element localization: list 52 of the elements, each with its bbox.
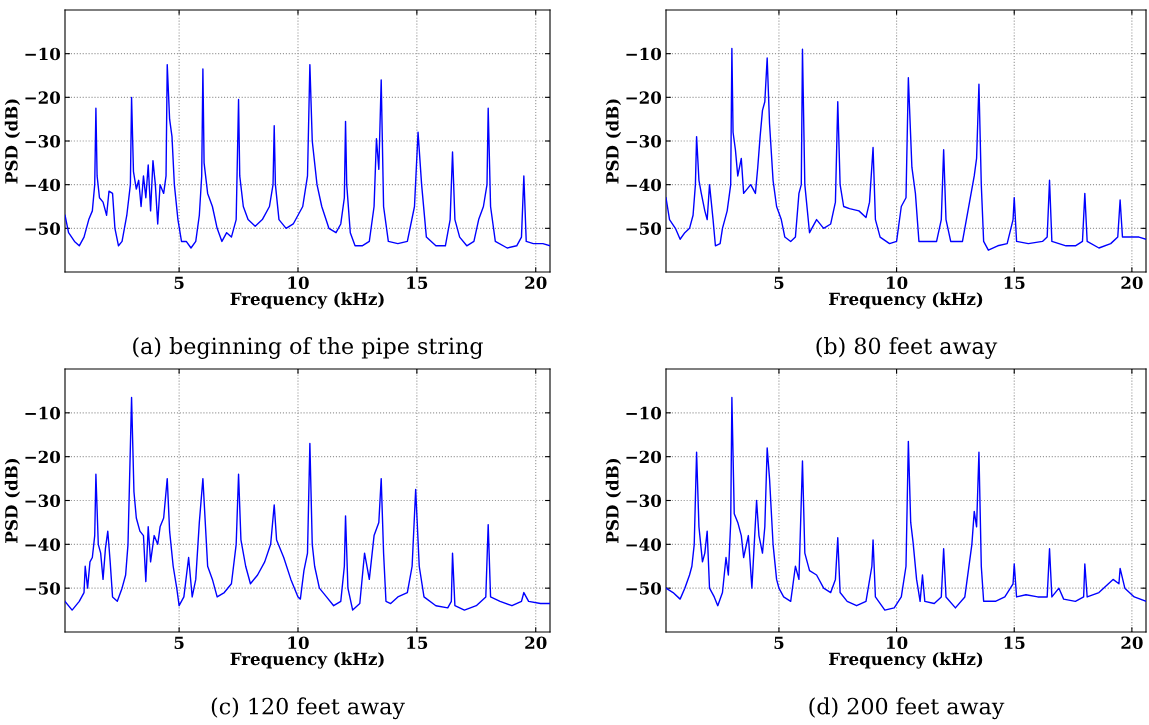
y-tick-label: −10 [626,406,662,420]
line-series [65,396,550,611]
y-tick-label: −40 [25,178,61,192]
x-axis-title: Frequency (kHz) [828,292,983,309]
y-tick-label: −50 [626,582,662,595]
x-tick-label: 5 [774,276,784,290]
y-tick-label: −30 [25,494,61,508]
line-series [666,47,1146,251]
x-tick-label: 10 [887,276,908,290]
line-series [666,396,1146,611]
x-tick-label: 15 [407,636,428,650]
x-tick-label: 15 [1004,276,1025,290]
y-axis-title: PSD (dB) [605,99,622,184]
x-tick-label: 5 [174,636,184,650]
y-tick-label: −50 [25,582,61,595]
y-tick-label: −50 [626,222,662,235]
y-tick-label: −30 [626,134,662,148]
y-tick-label: −30 [25,134,61,148]
y-tick-label: −20 [25,91,61,104]
text: (a) beginning of the pipe string [133,337,483,359]
x-axis-title: Frequency (kHz) [230,652,384,669]
x-tick-label: 15 [1004,636,1025,650]
y-tick-label: −40 [25,538,61,551]
x-tick-label: 20 [1121,276,1143,290]
y-tick-label: −40 [626,538,662,551]
x-axis-title: Frequency (kHz) [828,652,983,669]
text: (b) 80 feet away [816,337,998,359]
x-tick-label: 5 [174,276,184,290]
y-tick-label: −50 [25,222,61,235]
text: (c) 120 feet away [211,697,405,720]
y-tick-label: −20 [626,91,662,104]
y-tick-label: −40 [626,178,662,192]
y-tick-label: −10 [25,47,61,61]
x-tick-label: 10 [887,636,908,650]
x-tick-label: 20 [525,276,547,290]
y-axis-title: PSD (dB) [605,458,622,543]
y-tick-label: −10 [626,47,662,61]
x-tick-label: 10 [288,636,309,650]
y-tick-label: −20 [25,450,61,464]
x-tick-label: 15 [407,276,428,290]
y-tick-label: −10 [25,406,61,420]
x-tick-label: 10 [288,276,309,290]
y-axis-title: PSD (dB) [4,458,21,543]
text: (d) 200 feet away [809,697,1005,720]
x-tick-label: 20 [1121,636,1143,650]
x-tick-label: 5 [774,636,784,650]
x-tick-label: 20 [525,636,547,650]
y-tick-label: −20 [626,450,662,464]
y-axis-title: PSD (dB) [4,99,21,184]
y-tick-label: −30 [626,494,662,508]
line-series [65,63,550,249]
x-axis-title: Frequency (kHz) [230,292,384,309]
